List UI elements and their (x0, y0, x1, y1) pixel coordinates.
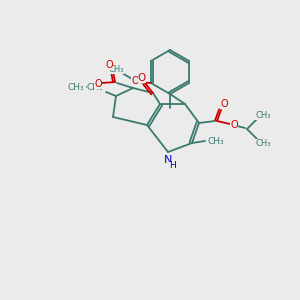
Text: CH₃: CH₃ (208, 136, 224, 146)
Text: CH₃: CH₃ (108, 64, 124, 74)
Text: CH₃: CH₃ (87, 83, 103, 92)
Text: O: O (220, 99, 228, 109)
Text: N: N (164, 155, 172, 165)
Text: O: O (105, 60, 113, 70)
Text: O: O (230, 120, 238, 130)
Text: H: H (169, 161, 176, 170)
Text: CH₃: CH₃ (68, 83, 84, 92)
Text: O: O (94, 79, 102, 89)
Text: CH₃: CH₃ (255, 139, 271, 148)
Text: O: O (131, 76, 139, 86)
Text: CH₃: CH₃ (255, 110, 271, 119)
Text: O: O (138, 73, 146, 83)
